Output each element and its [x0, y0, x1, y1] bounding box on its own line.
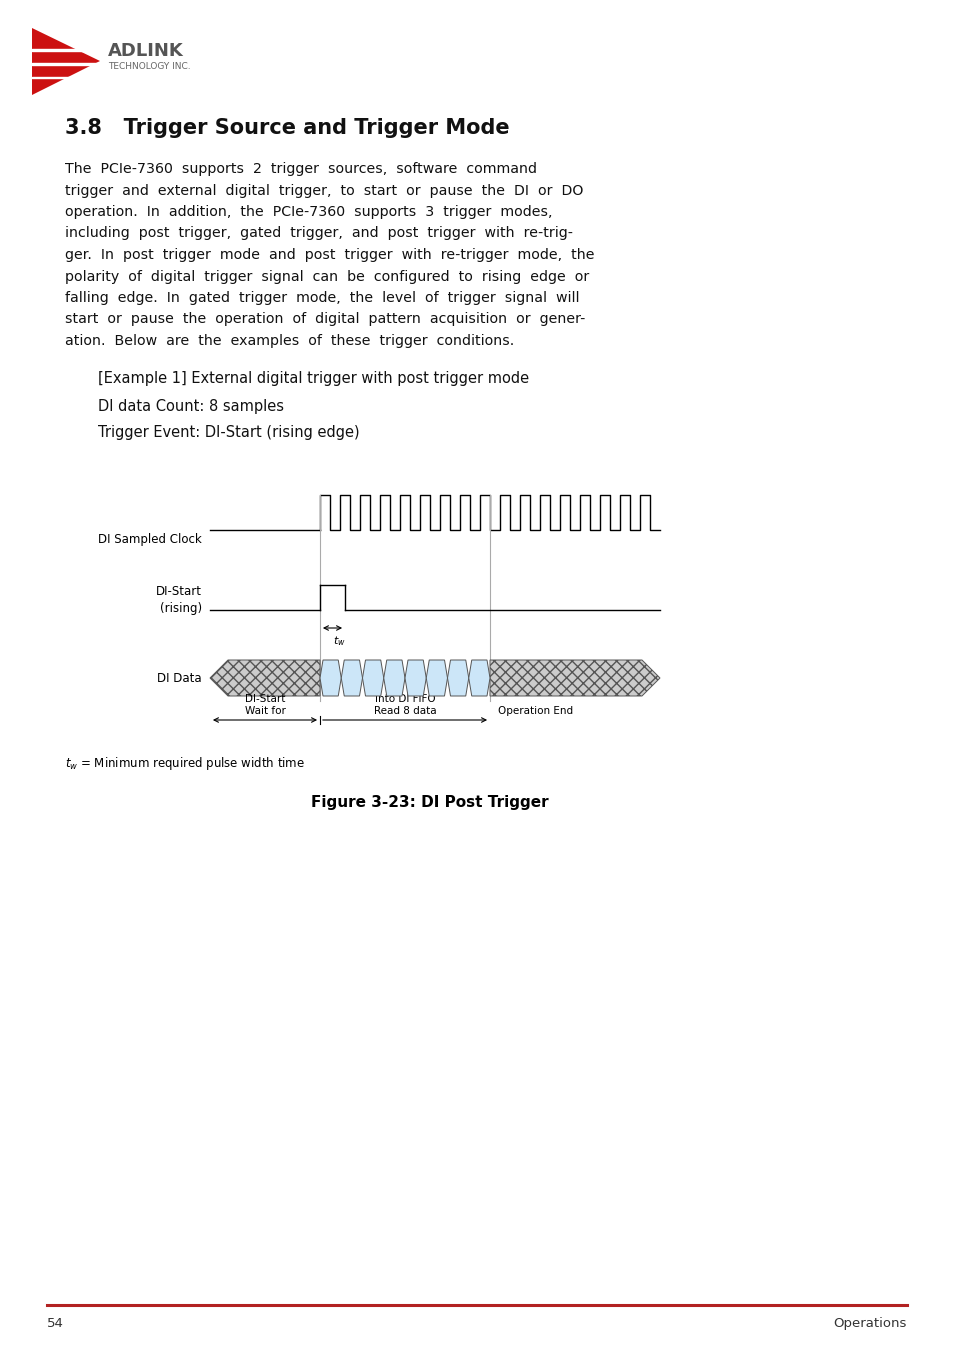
Text: $t_w$: $t_w$ — [334, 634, 346, 647]
Polygon shape — [319, 659, 341, 696]
Text: Operation End: Operation End — [497, 705, 573, 716]
Polygon shape — [490, 659, 659, 696]
Text: falling  edge.  In  gated  trigger  mode,  the  level  of  trigger  signal  will: falling edge. In gated trigger mode, the… — [65, 291, 578, 305]
Text: operation.  In  addition,  the  PCIe-7360  supports  3  trigger  modes,: operation. In addition, the PCIe-7360 su… — [65, 204, 552, 219]
Text: into DI FIFO: into DI FIFO — [375, 695, 435, 704]
Text: Wait for: Wait for — [244, 705, 285, 716]
Text: TECHNOLOGY INC.: TECHNOLOGY INC. — [108, 62, 191, 70]
Polygon shape — [468, 659, 490, 696]
Text: $t_w$ = Minimum required pulse width time: $t_w$ = Minimum required pulse width tim… — [65, 756, 305, 772]
Text: start  or  pause  the  operation  of  digital  pattern  acquisition  or  gener-: start or pause the operation of digital … — [65, 313, 585, 326]
Text: ADLINK: ADLINK — [108, 42, 184, 60]
Text: trigger  and  external  digital  trigger,  to  start  or  pause  the  DI  or  DO: trigger and external digital trigger, to… — [65, 184, 583, 198]
Text: Operations: Operations — [833, 1317, 906, 1330]
Text: 3.8   Trigger Source and Trigger Mode: 3.8 Trigger Source and Trigger Mode — [65, 118, 509, 138]
Polygon shape — [405, 659, 426, 696]
Polygon shape — [426, 659, 447, 696]
Text: DI Data: DI Data — [157, 672, 202, 685]
Text: 54: 54 — [47, 1317, 64, 1330]
Polygon shape — [362, 659, 383, 696]
Text: including  post  trigger,  gated  trigger,  and  post  trigger  with  re-trig-: including post trigger, gated trigger, a… — [65, 226, 573, 241]
Polygon shape — [210, 659, 319, 696]
Text: The  PCIe-7360  supports  2  trigger  sources,  software  command: The PCIe-7360 supports 2 trigger sources… — [65, 162, 537, 176]
Polygon shape — [341, 659, 362, 696]
Text: ger.  In  post  trigger  mode  and  post  trigger  with  re-trigger  mode,  the: ger. In post trigger mode and post trigg… — [65, 248, 594, 263]
Polygon shape — [383, 659, 405, 696]
Text: DI data Count: 8 samples: DI data Count: 8 samples — [98, 398, 284, 413]
Text: polarity  of  digital  trigger  signal  can  be  configured  to  rising  edge  o: polarity of digital trigger signal can b… — [65, 269, 589, 283]
Text: [Example 1] External digital trigger with post trigger mode: [Example 1] External digital trigger wit… — [98, 371, 529, 386]
Text: ation.  Below  are  the  examples  of  these  trigger  conditions.: ation. Below are the examples of these t… — [65, 334, 514, 348]
Text: Figure 3-23: DI Post Trigger: Figure 3-23: DI Post Trigger — [311, 795, 548, 810]
Text: Read 8 data: Read 8 data — [374, 705, 436, 716]
Text: DI-Start: DI-Start — [245, 695, 285, 704]
Text: DI Sampled Clock: DI Sampled Clock — [98, 533, 202, 547]
Polygon shape — [32, 28, 100, 95]
Text: Trigger Event: DI-Start (rising edge): Trigger Event: DI-Start (rising edge) — [98, 425, 359, 440]
Polygon shape — [447, 659, 468, 696]
Text: DI-Start
(rising): DI-Start (rising) — [156, 585, 202, 615]
